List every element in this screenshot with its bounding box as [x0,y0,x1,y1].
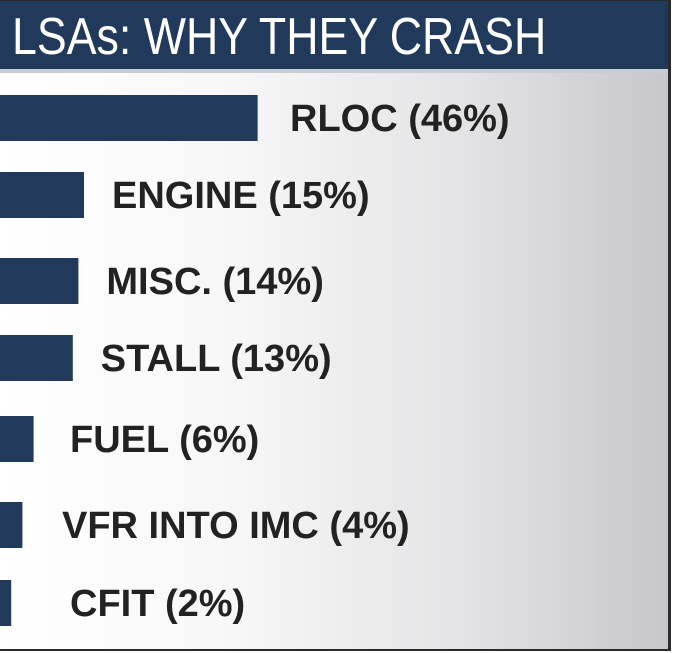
bar-label: VFR INTO IMC (4%) [62,505,410,547]
title-bar: LSAs: WHY THEY CRASH [0,1,668,73]
bar-label: MISC. (14%) [106,261,323,303]
bar-vfr-into-imc [0,502,23,548]
bar-misc- [0,258,79,304]
bar-label: RLOC (46%) [290,98,510,140]
bar-label: ENGINE (15%) [112,175,370,217]
bar-label: CFIT (2%) [70,583,245,625]
bar-label: FUEL (6%) [70,419,259,461]
bar-label: STALL (13%) [101,338,332,380]
bar-stall [0,335,73,381]
bar-rloc [0,95,258,141]
bar-engine [0,172,84,218]
chart-title: LSAs: WHY THEY CRASH [12,8,547,66]
bar-cfit [0,580,12,626]
bar-fuel [0,416,34,462]
